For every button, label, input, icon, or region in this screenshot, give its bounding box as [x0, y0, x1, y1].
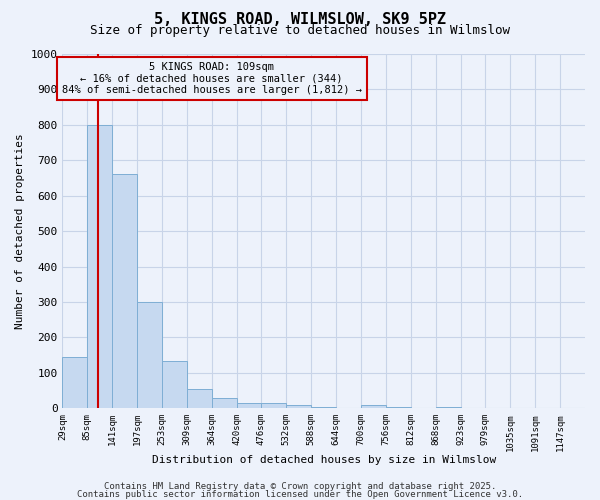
Bar: [311, 406, 336, 408]
Text: 5, KINGS ROAD, WILMSLOW, SK9 5PZ: 5, KINGS ROAD, WILMSLOW, SK9 5PZ: [154, 12, 446, 28]
X-axis label: Distribution of detached houses by size in Wilmslow: Distribution of detached houses by size …: [152, 455, 496, 465]
Bar: [286, 405, 311, 408]
Text: Contains public sector information licensed under the Open Government Licence v3: Contains public sector information licen…: [77, 490, 523, 499]
Bar: [88, 125, 112, 408]
Text: Contains HM Land Registry data © Crown copyright and database right 2025.: Contains HM Land Registry data © Crown c…: [104, 482, 496, 491]
Y-axis label: Number of detached properties: Number of detached properties: [15, 134, 25, 329]
Bar: [361, 405, 386, 408]
Bar: [436, 406, 461, 408]
Bar: [236, 403, 262, 408]
Text: Size of property relative to detached houses in Wilmslow: Size of property relative to detached ho…: [90, 24, 510, 37]
Bar: [62, 357, 88, 408]
Bar: [262, 403, 286, 408]
Bar: [212, 398, 236, 408]
Bar: [187, 389, 212, 408]
Bar: [386, 406, 411, 408]
Bar: [137, 302, 162, 408]
Bar: [112, 174, 137, 408]
Bar: [162, 360, 187, 408]
Text: 5 KINGS ROAD: 109sqm
← 16% of detached houses are smaller (344)
84% of semi-deta: 5 KINGS ROAD: 109sqm ← 16% of detached h…: [62, 62, 362, 95]
